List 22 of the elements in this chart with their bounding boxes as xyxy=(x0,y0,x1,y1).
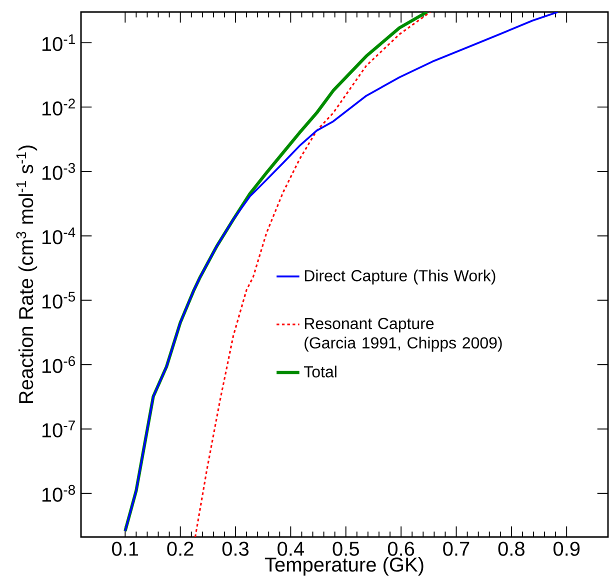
y-tick-label: 10$^{-1}$ xyxy=(42,34,75,52)
legend-label: Total xyxy=(304,366,336,378)
y-tick-label: 10$^{-8}$ xyxy=(42,484,76,502)
y-tick-label: 10$^{-2}$ xyxy=(42,98,75,116)
legend-label: Resonant Capture (Garcia 1991, Chipps 2009) xyxy=(304,318,502,352)
x-tick-label: 0.5 xyxy=(332,542,359,556)
x-tick-label: 0.2 xyxy=(167,542,194,556)
x-tick-label: 0.7 xyxy=(443,542,470,556)
x-tick-label: 0.6 xyxy=(388,542,414,556)
y-tick-label: 10$^{-7}$ xyxy=(42,420,75,438)
x-tick-label: 0.1 xyxy=(112,542,138,556)
y-tick-label: 10$^{-3}$ xyxy=(42,163,76,180)
y-tick-label: 10$^{-6}$ xyxy=(42,356,76,374)
x-tick-label: 0.8 xyxy=(498,542,524,556)
legend-label: Direct Capture (This Work) xyxy=(304,270,496,285)
x-tick-label: 0.4 xyxy=(278,542,304,556)
x-tick-label: 0.3 xyxy=(222,542,249,556)
y-tick-label: 10$^{-4}$ xyxy=(42,227,76,244)
y-axis-title: Reaction Rate (cm$^{3}$ mol$^{-1}$ s$^{-1}$) xyxy=(16,146,38,404)
x-axis-title: Temperature (GK) xyxy=(264,557,424,576)
x-tick-label: 0.9 xyxy=(554,542,580,556)
y-tick-label: 10$^{-5}$ xyxy=(42,292,76,309)
